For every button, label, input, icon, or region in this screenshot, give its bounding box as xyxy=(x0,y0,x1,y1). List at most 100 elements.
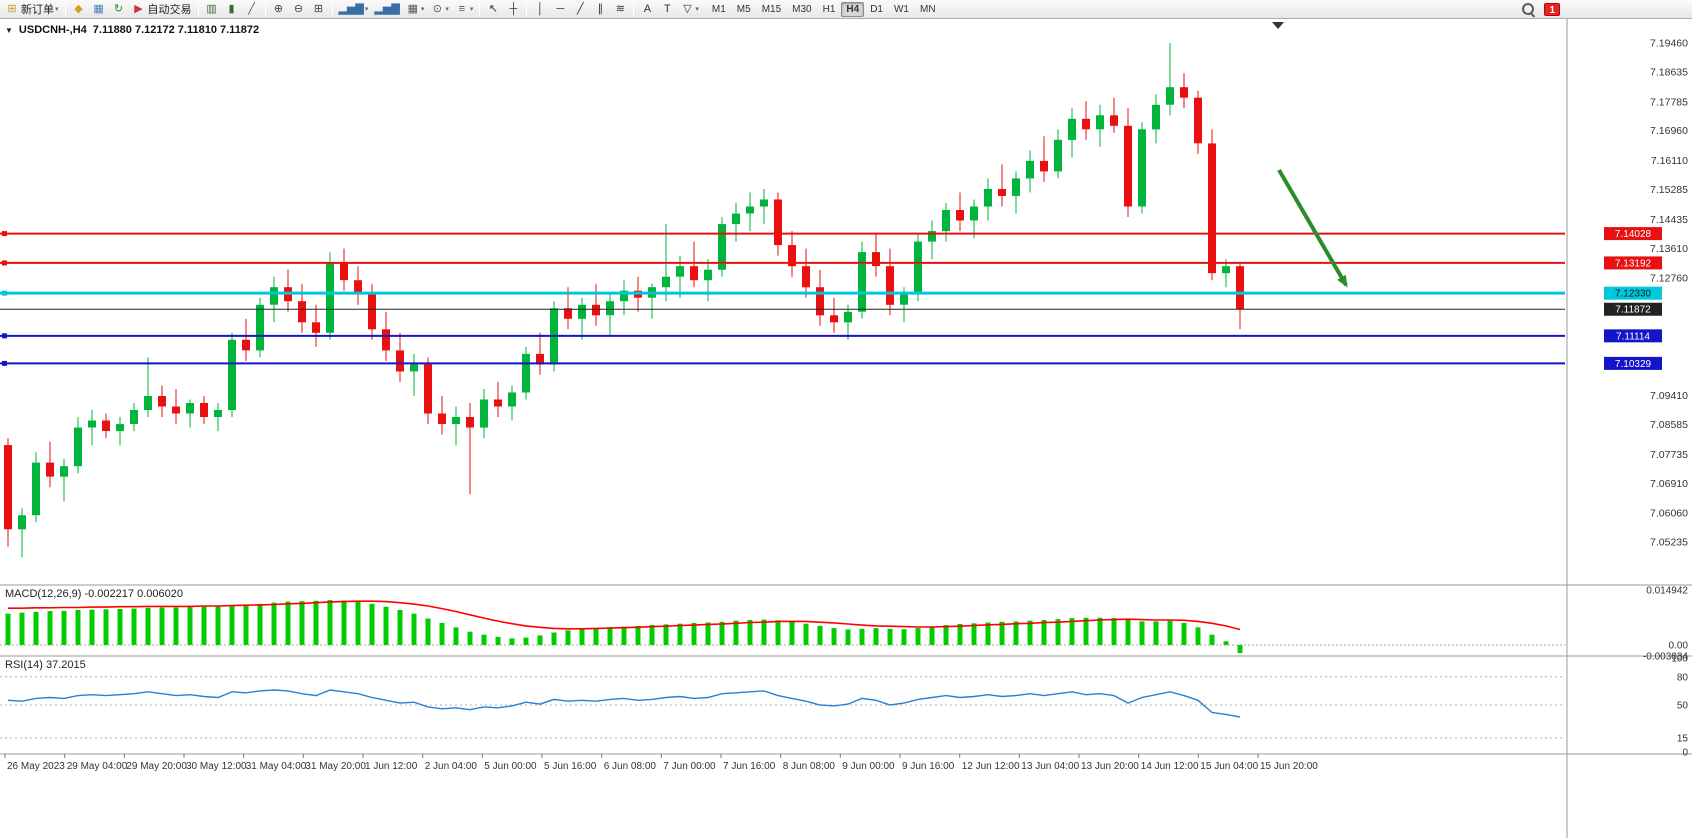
vertical-line-button[interactable]: │ xyxy=(530,1,550,18)
zoom-in-icon: ⊕ xyxy=(273,2,284,15)
line-anchor-handle[interactable] xyxy=(2,290,7,296)
market-watch-button[interactable]: ▦ xyxy=(89,1,109,18)
macd-histogram-bar xyxy=(677,623,683,645)
notification-badge[interactable]: 1 xyxy=(1544,2,1560,16)
macd-histogram-bar xyxy=(33,611,39,645)
macd-histogram-bar xyxy=(131,608,137,645)
candlestick-series xyxy=(4,43,1244,558)
line-chart-button[interactable]: ╱ xyxy=(242,1,262,18)
svg-text:7.16110: 7.16110 xyxy=(1651,155,1688,167)
price-tag-label: 7.12330 xyxy=(1615,289,1652,300)
macd-histogram-bar xyxy=(1195,627,1201,645)
line-anchor-handle[interactable] xyxy=(2,360,7,366)
macd-histogram-bar xyxy=(971,623,977,645)
time-label: 26 May 2023 xyxy=(7,761,65,772)
timeframe-mn-button[interactable]: MN xyxy=(919,3,936,15)
line-anchor-handle[interactable] xyxy=(2,333,7,339)
arrow-objects-button[interactable]: ▽ ▾ xyxy=(677,1,702,18)
time-label: 5 Jun 16:00 xyxy=(544,761,597,772)
time-label: 5 Jun 00:00 xyxy=(484,761,537,772)
chart-title: ▼ USDCNH-,H4 7.11880 7.12172 7.11810 7.1… xyxy=(5,24,259,36)
timeframe-h4-button[interactable]: H4 xyxy=(841,1,865,17)
objects-list-button[interactable]: ≡ ▾ xyxy=(452,1,477,18)
rsi-axis-label: 50 xyxy=(1677,701,1689,712)
trend-arrow[interactable] xyxy=(1277,168,1348,288)
objects-list-icon: ≡ xyxy=(458,2,466,15)
timeframe-m1-button[interactable]: M1 xyxy=(711,3,726,15)
svg-text:7.15285: 7.15285 xyxy=(1650,184,1688,196)
time-label: 15 Jun 04:00 xyxy=(1200,761,1258,772)
macd-histogram-bar xyxy=(341,600,347,645)
bar-chart-button[interactable]: ▥ xyxy=(202,1,222,18)
text-label-button[interactable]: T xyxy=(657,1,677,18)
macd-histogram-bar xyxy=(985,622,991,645)
chart-shift-marker[interactable] xyxy=(1272,22,1284,29)
timeframe-m15-button[interactable]: M15 xyxy=(761,3,782,15)
macd-histogram-bar xyxy=(453,627,459,645)
macd-histogram-bar xyxy=(1069,618,1075,645)
chart-symbol-period: USDCNH-,H4 xyxy=(18,24,87,36)
trendline-button[interactable]: ╱ xyxy=(570,1,590,18)
macd-histogram-bar xyxy=(145,607,151,645)
clock-icon: ⊙ xyxy=(432,2,442,15)
search-icon[interactable] xyxy=(1522,2,1535,16)
macd-histogram-bar xyxy=(257,603,263,645)
macd-histogram-bar xyxy=(943,625,949,645)
chevron-down-icon: ▾ xyxy=(469,6,474,13)
time-label: 30 May 12:00 xyxy=(186,761,247,772)
refresh-button[interactable]: ↻ xyxy=(109,1,129,18)
candlestick-chart-button[interactable]: ▮ xyxy=(222,1,242,18)
horizontal-line-button[interactable]: ─ xyxy=(550,1,570,18)
auto-trading-button[interactable]: ▶ 自动交易 xyxy=(129,1,195,18)
macd-histogram-bar xyxy=(747,620,753,645)
chart-menu-icon[interactable]: ▼ xyxy=(5,25,13,35)
crosshair-button[interactable]: ┼ xyxy=(503,1,523,18)
templates-button[interactable]: ⊙ ▾ xyxy=(427,1,452,18)
time-label: 31 May 04:00 xyxy=(246,761,307,772)
timeframe-d1-button[interactable]: D1 xyxy=(870,3,883,15)
macd-histogram-bar xyxy=(103,609,109,645)
fibonacci-button[interactable]: ≋ xyxy=(610,1,630,18)
time-label: 31 May 20:00 xyxy=(305,761,366,772)
indicators-button[interactable]: ▂▅▇ ▾ xyxy=(336,1,372,18)
time-label: 6 Jun 08:00 xyxy=(604,761,657,772)
bar-chart-icon: ▥ xyxy=(206,2,217,15)
price-tag-label: 7.11872 xyxy=(1615,305,1651,316)
text-button[interactable]: A xyxy=(637,1,657,18)
new-order-button[interactable]: ⊞ 新订单 ▾ xyxy=(2,1,62,18)
macd-histogram-bar xyxy=(775,620,781,645)
time-label: 14 Jun 12:00 xyxy=(1141,761,1199,772)
rsi-label: RSI(14) 37.2015 xyxy=(5,659,86,671)
channel-button[interactable]: ∥ xyxy=(590,1,610,18)
tile-windows-button[interactable]: ⊞ xyxy=(309,1,329,18)
macd-signal-line xyxy=(8,600,1241,631)
zoom-out-button[interactable]: ⊖ xyxy=(289,1,309,18)
macd-histogram-bar xyxy=(789,621,795,645)
candlestick-icon: ▮ xyxy=(228,2,235,15)
periods-button[interactable]: ▦ ▾ xyxy=(403,1,428,18)
price-tag-label: 7.14028 xyxy=(1615,229,1652,240)
macd-histogram-bar xyxy=(705,622,711,645)
macd-histogram-bar xyxy=(901,629,907,645)
cursor-button[interactable]: ↖ xyxy=(483,1,503,18)
price-chart-canvas[interactable]: 7.19460 7.18635 7.17785 7.16960 7.16110 7.152… xyxy=(0,19,1692,838)
timeframe-h1-button[interactable]: H1 xyxy=(822,3,836,15)
line-anchor-handle[interactable] xyxy=(2,260,7,266)
line-anchor-handle[interactable] xyxy=(2,231,7,237)
timeframe-m30-button[interactable]: M30 xyxy=(792,3,812,15)
arrow-objects-icon: ▽ xyxy=(683,2,692,15)
line-chart-icon: ╱ xyxy=(248,2,255,15)
macd-histogram-bar xyxy=(1041,620,1047,645)
macd-histogram-bar xyxy=(649,625,655,645)
channel-icon: ∥ xyxy=(597,2,604,15)
timeframe-w1-button[interactable]: W1 xyxy=(893,3,909,15)
profiles-button[interactable]: ◆ xyxy=(69,1,89,18)
macd-histogram-bar xyxy=(1209,634,1215,645)
indicator-window-button[interactable]: ▂▅▇ xyxy=(371,1,402,18)
trendline-icon: ╱ xyxy=(577,2,584,15)
macd-histogram-bar xyxy=(663,624,669,645)
timeframe-m5-button[interactable]: M5 xyxy=(736,3,751,15)
price-tag-label: 7.11114 xyxy=(1616,331,1650,342)
zoom-in-button[interactable]: ⊕ xyxy=(269,1,289,18)
